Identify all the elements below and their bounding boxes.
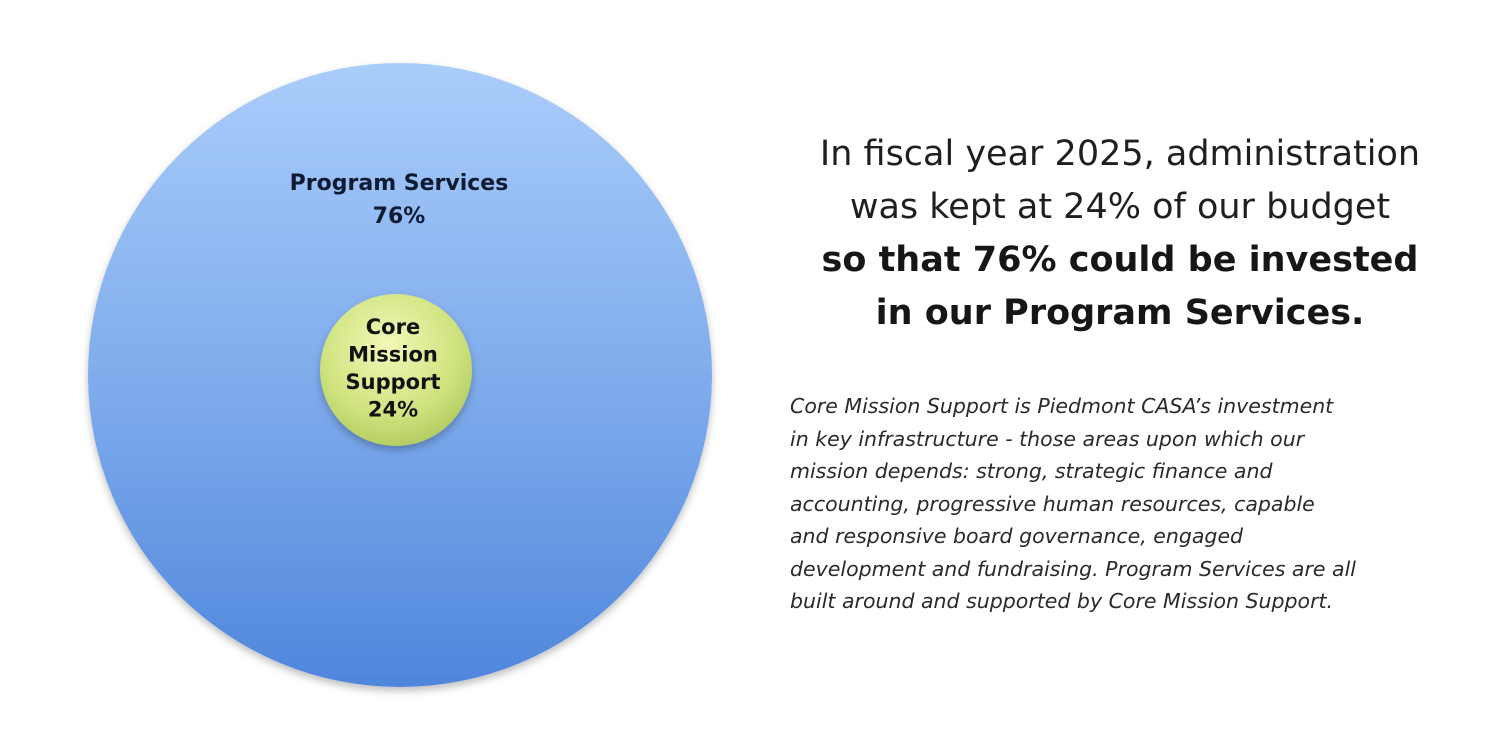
- description-line: and responsive board governance, engaged: [790, 524, 1244, 548]
- description-line: mission depends: strong, strategic finan…: [790, 459, 1273, 483]
- description-line: Core Mission Support is Piedmont CASA’s …: [790, 394, 1334, 418]
- chart-svg: Program Services 76% Core Mission Support 24%: [88, 63, 712, 687]
- slice-core-mission-support: [320, 294, 472, 446]
- label-core-mission-support-percent: 24%: [368, 398, 418, 422]
- label-core-mission-support: Core: [366, 315, 420, 339]
- description-paragraph: Core Mission Support is Piedmont CASA’s …: [790, 390, 1430, 618]
- label-core-mission-support: Mission: [348, 343, 438, 367]
- chart-area: Program Services 76% Core Mission Support 24%: [88, 63, 712, 687]
- description-line: in key infrastructure - those areas upon…: [790, 426, 1305, 451]
- headline-line-4: in our Program Services.: [875, 293, 1365, 333]
- label-core-mission-support: Support: [346, 370, 441, 394]
- description-line: built around and supported by Core Missi…: [790, 589, 1334, 613]
- description-line: accounting, progressive human resources,…: [790, 491, 1315, 516]
- headline-line-2: was kept at 24% of our budget: [849, 187, 1391, 227]
- label-program-services: Program Services: [290, 171, 509, 196]
- headline-line-1: In fiscal year 2025, administration: [819, 134, 1421, 174]
- text-panel: In fiscal year 2025, administration was …: [770, 128, 1470, 618]
- headline-line-3: so that 76% could be invested: [821, 240, 1419, 280]
- description-line: development and fundraising. Program Ser…: [790, 556, 1357, 581]
- label-program-services-percent: 76%: [373, 204, 426, 229]
